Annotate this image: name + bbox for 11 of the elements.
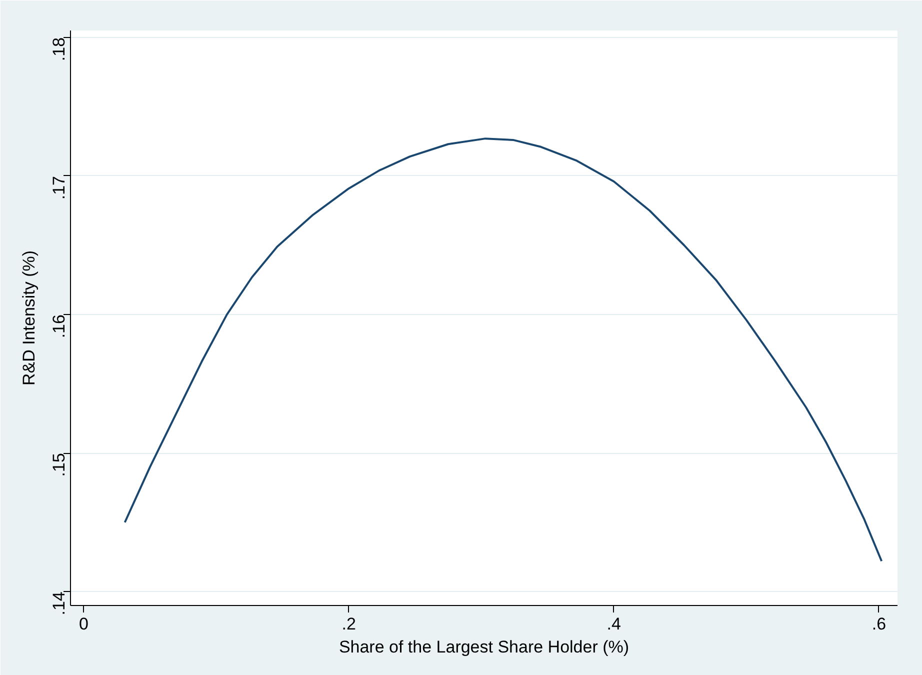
- y-tick-label: .16: [50, 314, 68, 338]
- y-tick-label: .14: [50, 592, 68, 616]
- y-tick-label: .17: [50, 176, 68, 200]
- x-tick-label: .2: [342, 614, 356, 634]
- x-tick-label: 0: [79, 614, 88, 634]
- y-tick-label: .15: [50, 453, 68, 477]
- x-tick-label: .6: [872, 614, 886, 634]
- x-tick-label: .4: [606, 614, 621, 634]
- x-axis-title: Share of the Largest Share Holder (%): [338, 638, 630, 656]
- y-tick-label: .18: [50, 37, 68, 62]
- y-axis-title: R&D Intensity (%): [20, 250, 38, 386]
